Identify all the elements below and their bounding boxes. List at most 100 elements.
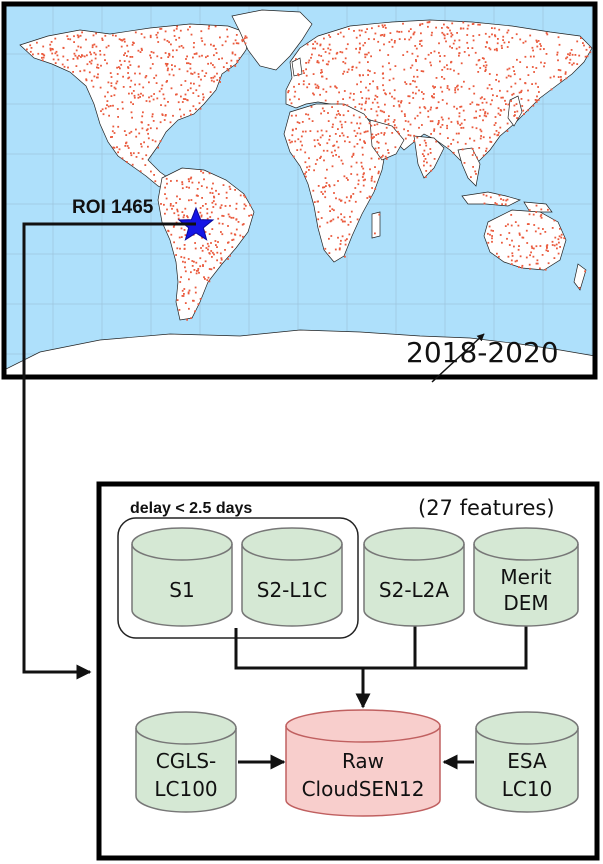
sample-point bbox=[334, 149, 336, 152]
sample-point bbox=[213, 66, 216, 69]
sample-point bbox=[219, 81, 221, 83]
sample-point bbox=[398, 38, 401, 40]
sample-point bbox=[324, 247, 327, 250]
landmass-india bbox=[413, 135, 445, 179]
sample-point bbox=[242, 223, 245, 225]
sample-point bbox=[337, 110, 339, 112]
sample-point bbox=[421, 91, 423, 93]
sample-point bbox=[482, 193, 485, 196]
sample-point bbox=[398, 31, 400, 33]
sample-point bbox=[167, 101, 169, 103]
sample-point bbox=[134, 31, 137, 34]
sample-point bbox=[122, 38, 125, 41]
sample-point bbox=[184, 302, 187, 304]
sample-point bbox=[383, 132, 386, 134]
sample-point bbox=[463, 119, 466, 121]
sample-point bbox=[557, 36, 560, 39]
sample-point bbox=[353, 30, 355, 32]
sample-point bbox=[352, 154, 355, 156]
sample-point bbox=[531, 46, 534, 49]
sample-point bbox=[244, 37, 246, 39]
sample-point bbox=[324, 177, 327, 179]
sample-point bbox=[506, 237, 508, 240]
sample-point bbox=[376, 114, 379, 117]
sample-point bbox=[392, 105, 395, 107]
sample-point bbox=[379, 109, 382, 112]
sample-point bbox=[523, 113, 525, 115]
cylinder-s2-l2a-body bbox=[363, 527, 465, 627]
sample-point bbox=[211, 192, 214, 194]
sample-point bbox=[371, 187, 373, 189]
sample-point bbox=[188, 180, 190, 183]
sample-point bbox=[218, 58, 220, 60]
sample-point bbox=[229, 188, 232, 190]
sample-point bbox=[535, 99, 538, 102]
sample-point bbox=[190, 72, 192, 75]
sample-point bbox=[469, 137, 471, 140]
sample-point bbox=[383, 35, 386, 37]
sample-point bbox=[334, 133, 337, 135]
sample-point bbox=[511, 239, 513, 242]
sample-point bbox=[412, 91, 414, 94]
sample-point bbox=[344, 62, 347, 65]
sample-point bbox=[407, 134, 410, 136]
sample-point bbox=[197, 269, 199, 272]
cylinder-raw-cloudsen12-top bbox=[285, 725, 441, 743]
sample-point bbox=[482, 154, 485, 157]
sample-point bbox=[527, 89, 529, 92]
sample-point bbox=[436, 106, 439, 109]
cylinder-s1-top bbox=[131, 543, 233, 561]
sample-point bbox=[130, 130, 133, 133]
sample-point bbox=[525, 229, 528, 232]
sample-point bbox=[387, 152, 390, 154]
sample-point bbox=[190, 82, 192, 85]
sample-point bbox=[419, 40, 421, 43]
sample-point bbox=[362, 179, 365, 182]
sample-point bbox=[569, 52, 572, 55]
sample-point bbox=[481, 57, 484, 59]
sample-point bbox=[539, 43, 542, 45]
sample-point bbox=[557, 252, 560, 255]
sample-point bbox=[342, 98, 344, 100]
sample-point bbox=[95, 45, 98, 48]
sample-point bbox=[393, 119, 396, 121]
sample-point bbox=[312, 43, 314, 45]
sample-point bbox=[336, 100, 339, 103]
sample-point bbox=[90, 79, 93, 82]
sample-point bbox=[217, 193, 220, 195]
sample-point bbox=[351, 68, 354, 71]
sample-point bbox=[220, 204, 223, 207]
sample-point bbox=[453, 69, 455, 72]
sample-point bbox=[138, 83, 141, 86]
sample-point bbox=[190, 199, 193, 201]
sample-point bbox=[394, 65, 397, 67]
sample-point bbox=[189, 67, 192, 70]
sample-point bbox=[370, 136, 373, 138]
sample-point bbox=[208, 280, 211, 283]
sample-point bbox=[494, 116, 497, 118]
sample-point bbox=[554, 236, 557, 239]
sample-point bbox=[134, 72, 136, 75]
sample-point bbox=[488, 84, 491, 86]
sample-point bbox=[551, 227, 554, 229]
sample-point bbox=[214, 25, 217, 28]
sample-point bbox=[513, 104, 516, 107]
sample-point bbox=[421, 124, 423, 126]
sample-point bbox=[393, 89, 396, 92]
sample-point bbox=[210, 242, 212, 244]
sample-point bbox=[404, 120, 407, 122]
sample-point bbox=[478, 147, 481, 149]
sample-point bbox=[497, 134, 500, 136]
sample-point bbox=[589, 51, 592, 54]
sample-point bbox=[118, 38, 121, 41]
sample-point bbox=[208, 25, 210, 28]
sample-point bbox=[188, 278, 190, 281]
sample-point bbox=[423, 155, 425, 157]
sample-point bbox=[73, 35, 75, 38]
sample-point bbox=[335, 154, 337, 156]
sample-point bbox=[499, 234, 502, 236]
sample-point bbox=[333, 144, 336, 147]
sample-point bbox=[127, 77, 130, 80]
sample-point bbox=[508, 67, 511, 70]
sample-point bbox=[359, 132, 362, 135]
